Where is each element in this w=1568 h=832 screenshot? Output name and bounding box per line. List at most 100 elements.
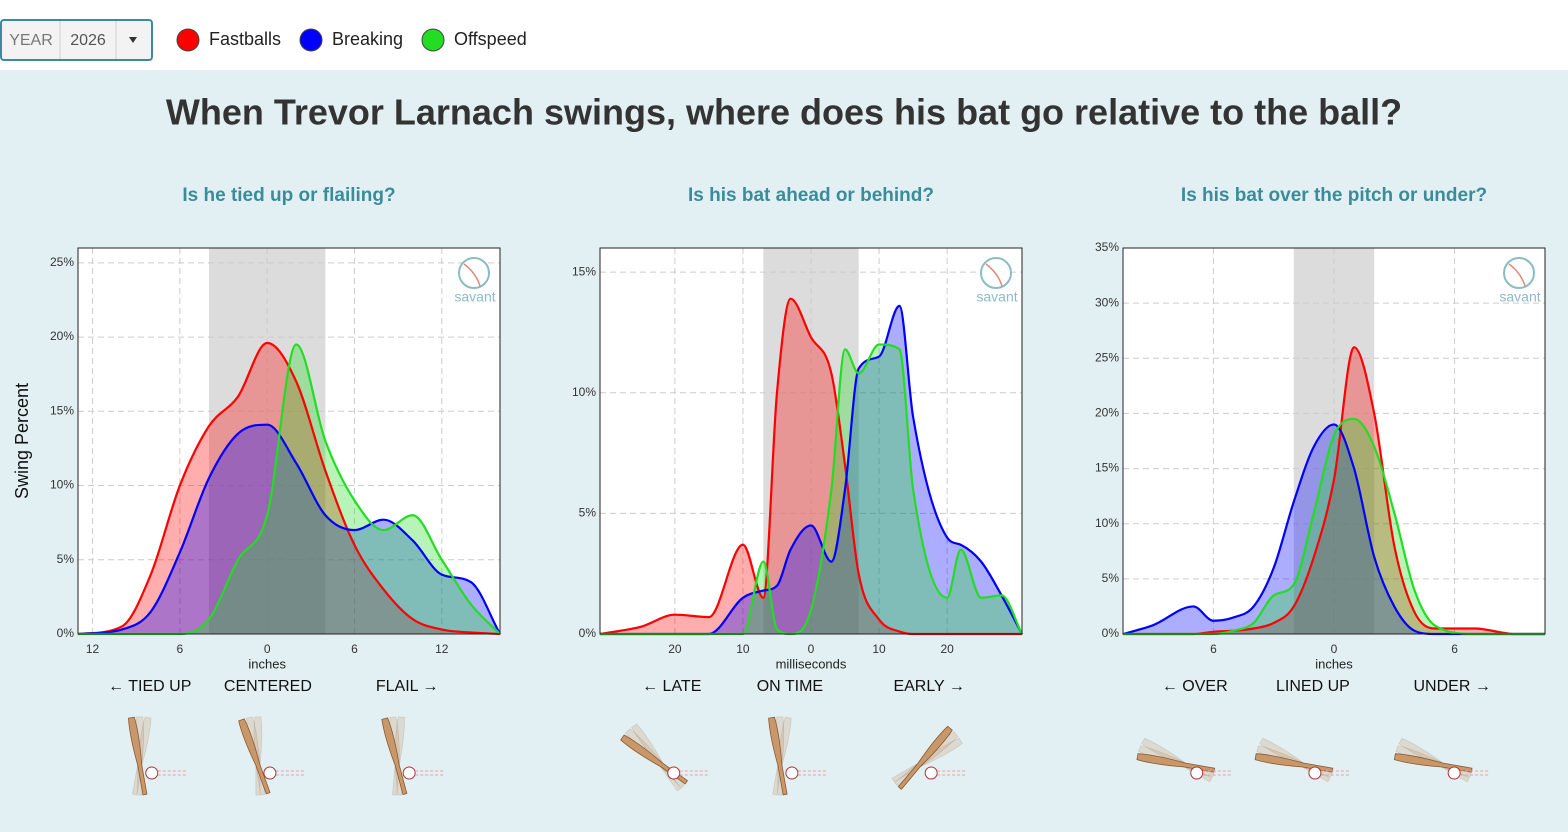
plot-border — [77, 247, 501, 635]
direction-label: UNDER → — [1413, 678, 1490, 695]
x-tick-label: 0 — [1331, 642, 1338, 656]
year-value[interactable]: 2026 — [70, 32, 106, 49]
y-axis-label: Swing Percent — [12, 383, 32, 499]
density-area: Fastballs — [1123, 347, 1545, 634]
y-tick-label: 15% — [1095, 461, 1119, 475]
legend-label: Breaking — [332, 29, 403, 49]
x-axis-label: milliseconds — [776, 656, 847, 671]
y-tick-label: 5% — [57, 552, 75, 566]
x-tick-label: 6 — [177, 642, 184, 656]
x-tick-label: 6 — [1210, 642, 1217, 656]
legend: Fastballs Breaking Offspeed — [176, 28, 527, 52]
chart-subtitle: Is his bat over the pitch or under? — [1181, 185, 1487, 206]
bat-icon — [897, 725, 953, 790]
page-title: When Trevor Larnach swings, where does h… — [166, 92, 1402, 133]
x-tick-label: 20 — [668, 642, 682, 656]
logo-seam — [985, 263, 1003, 287]
density-line — [600, 304, 1023, 636]
year-label: YEAR — [9, 32, 53, 49]
y-tick-label: 5% — [579, 506, 597, 520]
bat-icon — [772, 716, 792, 796]
density-line — [77, 341, 501, 636]
x-tick-label: 0 — [808, 642, 815, 656]
legend-swatch — [421, 28, 445, 52]
select-box[interactable] — [0, 19, 153, 61]
bat-icon — [132, 716, 152, 796]
density-area: Offspeed — [1123, 418, 1545, 634]
logo-text: savant — [1499, 289, 1540, 305]
ball-icon — [1447, 766, 1461, 780]
ball-icon — [402, 766, 416, 780]
density-area: Offspeed — [600, 344, 1022, 634]
y-tick-label: 10% — [50, 478, 74, 492]
x-tick-label: 0 — [264, 642, 271, 656]
legend-swatch — [176, 28, 200, 52]
ball-icon — [924, 766, 938, 780]
ball-icon — [263, 766, 277, 780]
x-tick-label: 6 — [1451, 642, 1458, 656]
bat-icon — [128, 716, 148, 796]
direction-label: CENTERED — [224, 678, 312, 695]
y-tick-label: 35% — [1095, 240, 1119, 254]
direction-label: ON TIME — [757, 678, 823, 695]
y-tick-label: 0% — [57, 626, 75, 640]
direction-label: LINED UP — [1276, 678, 1350, 695]
y-tick-label: 0% — [1102, 626, 1120, 640]
density-area: Fastballs — [600, 298, 1022, 634]
ball-icon — [785, 766, 799, 780]
ball-icon — [1190, 766, 1204, 780]
legend-swatch — [299, 28, 323, 52]
y-tick-label: 30% — [1095, 295, 1119, 309]
density-area: Breaking — [600, 305, 1022, 634]
direction-label: ← LATE — [642, 678, 701, 695]
legend-label: Fastballs — [209, 29, 281, 49]
chart-subtitle: Is his bat ahead or behind? — [688, 185, 934, 206]
x-tick-label: 20 — [940, 642, 954, 656]
year-select[interactable]: YEAR 2026 — [0, 19, 153, 61]
y-tick-label: 20% — [50, 329, 74, 343]
plot-border — [1122, 247, 1546, 635]
y-tick-label: 10% — [1095, 516, 1119, 530]
direction-label: ← OVER — [1162, 678, 1228, 695]
direction-label: ← TIED UP — [108, 678, 191, 695]
y-tick-label: 25% — [1095, 350, 1119, 364]
y-tick-label: 25% — [50, 255, 74, 269]
x-axis-label: inches — [248, 656, 286, 671]
bat-icon — [381, 717, 408, 795]
density-area: Breaking — [1123, 424, 1545, 634]
bat-icon — [238, 718, 271, 795]
chart: Is his bat over the pitch or under? 0% 5% 1… — [1095, 185, 1546, 783]
y-tick-label: 5% — [1102, 571, 1120, 585]
y-tick-label: 15% — [572, 264, 596, 278]
ball-icon — [1308, 766, 1322, 780]
logo-seam — [463, 263, 481, 287]
direction-label: EARLY → — [893, 678, 964, 695]
x-axis-label: inches — [1315, 656, 1353, 671]
chart: Is his bat ahead or behind? 0% 5% 10% 15% 20 1… — [572, 185, 1023, 796]
x-tick-label: 12 — [86, 642, 100, 656]
density-line — [77, 423, 501, 636]
bat-icon — [768, 716, 788, 796]
logo-seam — [1508, 263, 1526, 287]
plot-border — [599, 247, 1023, 635]
chart-subtitle: Is he tied up or flailing? — [182, 185, 395, 206]
bat-icon — [392, 716, 405, 796]
dropdown-arrow[interactable] — [129, 37, 137, 43]
x-tick-label: 10 — [736, 642, 750, 656]
ball-icon — [145, 766, 159, 780]
density-area: Fastballs — [78, 343, 500, 634]
y-tick-label: 20% — [1095, 406, 1119, 420]
density-area: Breaking — [78, 424, 500, 634]
x-tick-label: 12 — [435, 642, 449, 656]
logo-text: savant — [976, 289, 1017, 305]
y-tick-label: 15% — [50, 403, 74, 417]
y-tick-label: 10% — [572, 385, 596, 399]
density-line — [1123, 346, 1545, 636]
y-tick-label: 0% — [579, 626, 597, 640]
logo-text: savant — [454, 289, 495, 305]
density-area: Offspeed — [78, 344, 500, 634]
